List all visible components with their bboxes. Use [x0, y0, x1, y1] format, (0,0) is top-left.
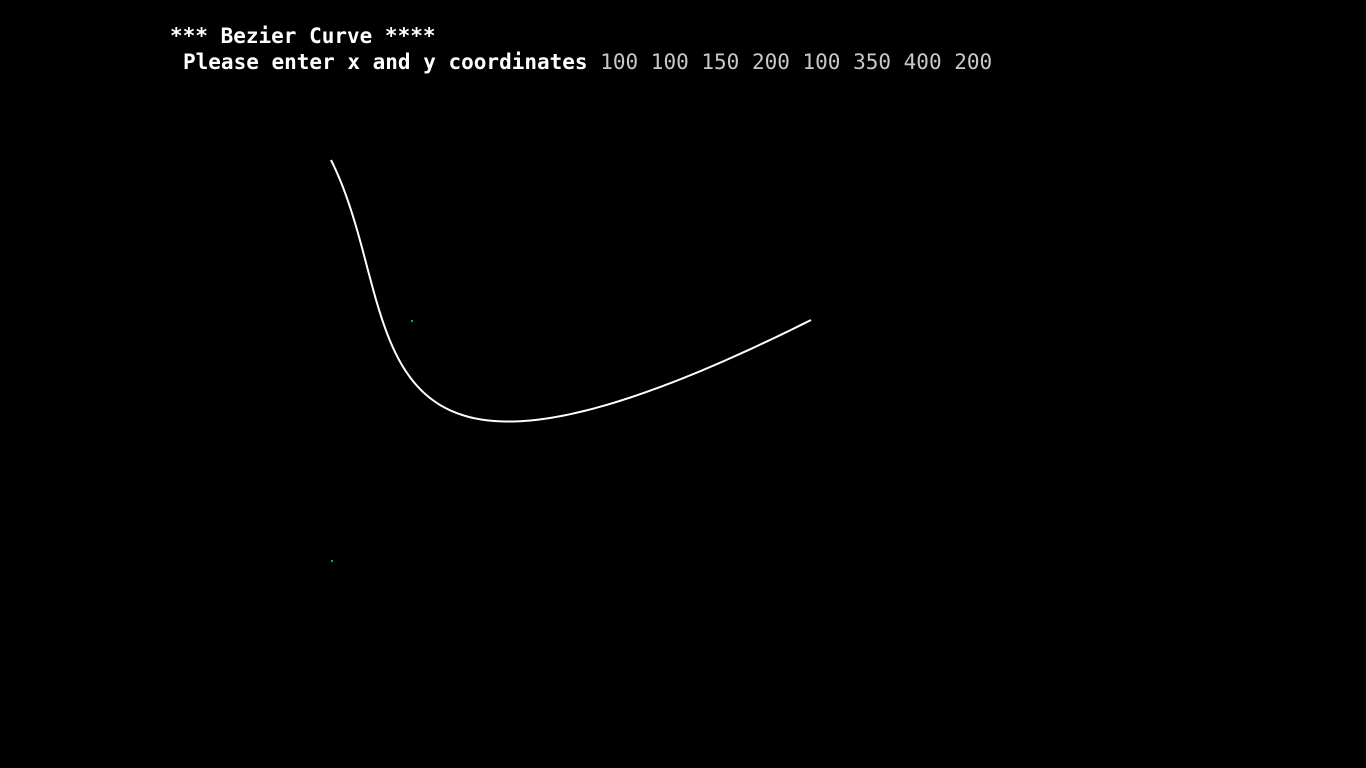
- prompt-line: Please enter x and y coordinates 100 100…: [183, 50, 992, 74]
- prompt-label: Please enter x and y coordinates: [183, 50, 588, 74]
- control-point-marker: [331, 560, 333, 562]
- program-title: *** Bezier Curve ****: [170, 24, 436, 48]
- bezier-curve: [330, 159, 812, 423]
- coordinate-input[interactable]: 100 100 150 200 100 350 400 200: [600, 50, 993, 74]
- control-point-marker: [411, 320, 413, 322]
